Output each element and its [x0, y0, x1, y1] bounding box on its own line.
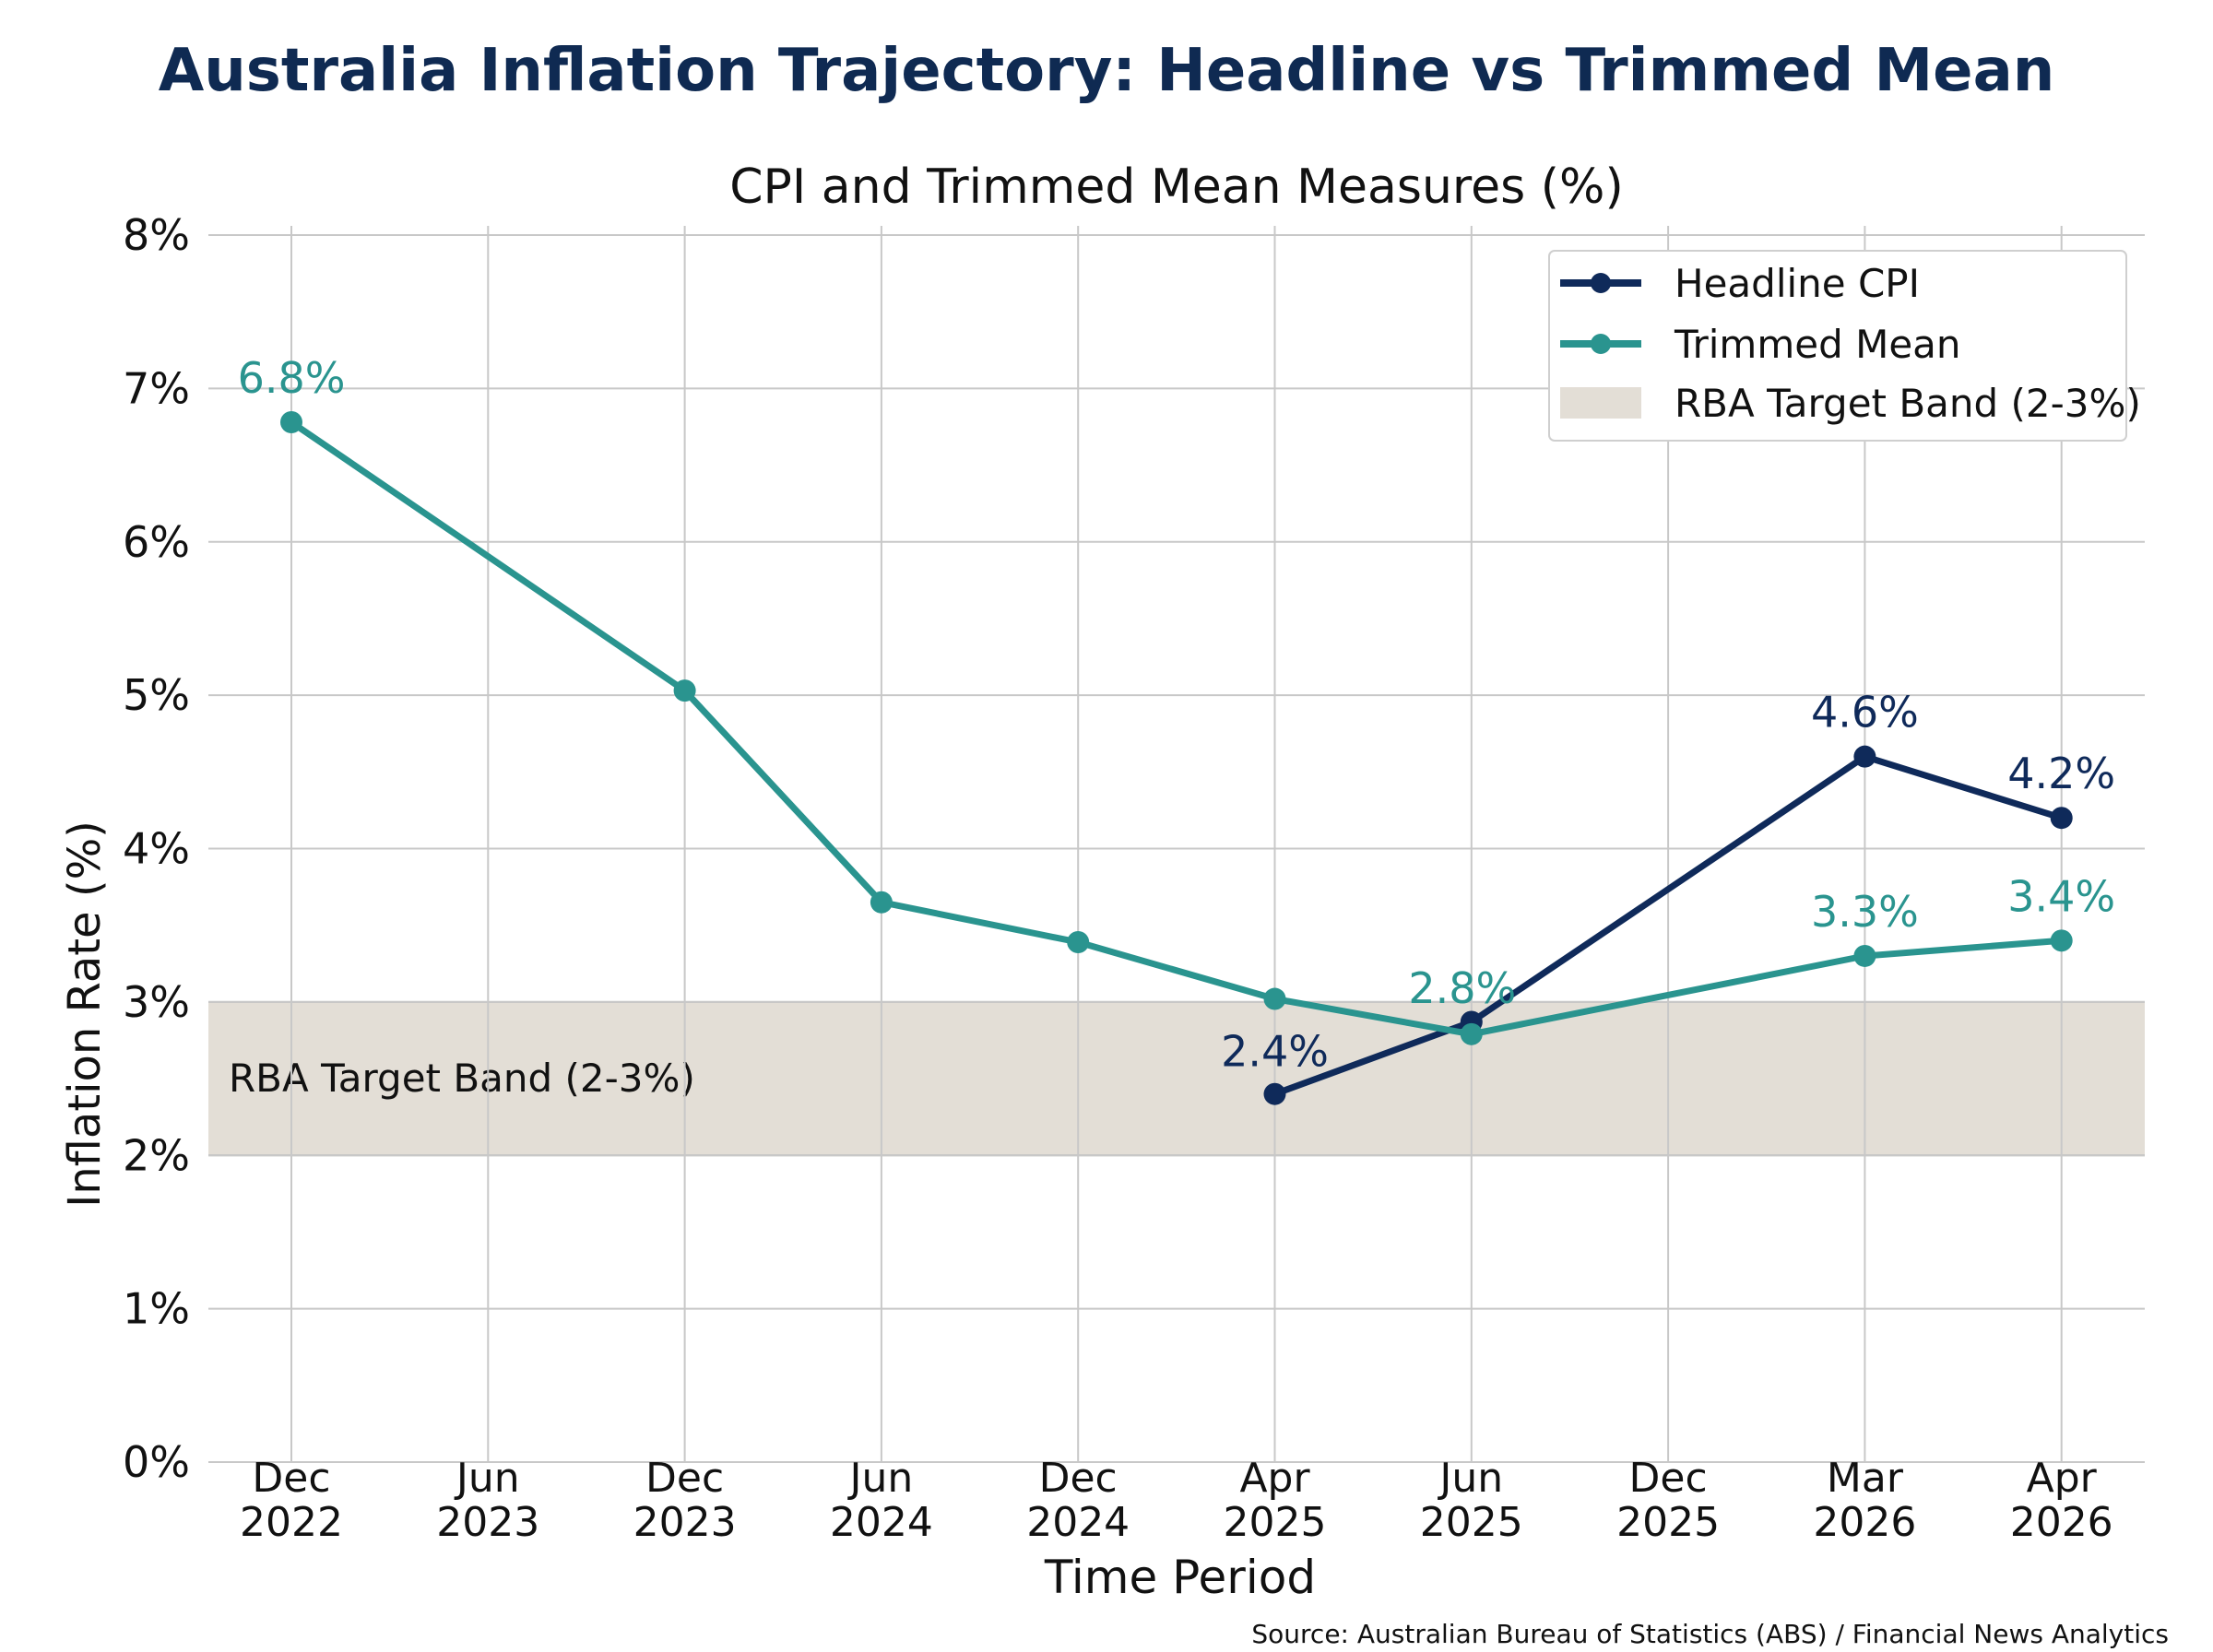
y-tick-label: 2%	[123, 1130, 190, 1180]
series-point-trimmed-mean	[870, 891, 893, 914]
y-tick-label: 8%	[123, 210, 190, 260]
x-tick-label-month: Dec	[1039, 1455, 1118, 1502]
target-band	[208, 1001, 2145, 1156]
series-point-trimmed-mean	[1853, 944, 1876, 967]
data-label-trimmed-mean: 3.4%	[2007, 871, 2115, 921]
legend-trimmed-marker	[1591, 334, 1611, 354]
x-tick-label-year: 2025	[1224, 1499, 1327, 1546]
y-tick-label: 1%	[123, 1284, 190, 1334]
x-tick-label-month: Mar	[1827, 1455, 1904, 1502]
x-tick-label-month: Jun	[847, 1455, 914, 1502]
series-point-headline-cpi	[1263, 1082, 1286, 1105]
series-line-headline-cpi	[1272, 753, 2065, 1098]
y-axis-title: Inflation Rate (%)	[59, 820, 111, 1208]
series-point-trimmed-mean	[1460, 1022, 1483, 1045]
legend-headline-label: Headline CPI	[1675, 261, 1920, 306]
x-tick-label-month: Apr	[1239, 1455, 1310, 1502]
y-tick-label: 0%	[123, 1437, 190, 1487]
x-tick-label-year: 2024	[830, 1499, 933, 1546]
data-label-headline-cpi: 4.6%	[1811, 688, 1919, 738]
x-tick-label-year: 2026	[1813, 1499, 1916, 1546]
chart-subtitle: CPI and Trimmed Mean Measures (%)	[729, 159, 1624, 215]
y-tick-label: 3%	[123, 977, 190, 1027]
legend-band-swatch	[1560, 387, 1641, 419]
series-line-trimmed-mean	[288, 419, 2065, 1038]
x-axis: Dec2022Jun2023Dec2023Jun2024Dec2024Apr20…	[240, 1455, 2113, 1546]
grid-layer	[208, 226, 2145, 1463]
x-tick-label-year: 2023	[633, 1499, 737, 1546]
series-point-trimmed-mean	[280, 410, 302, 433]
x-axis-title: Time Period	[1044, 1551, 1316, 1604]
legend-trimmed-label: Trimmed Mean	[1674, 322, 1961, 367]
y-tick-label: 5%	[123, 670, 190, 720]
series-layer	[280, 410, 2073, 1105]
series-point-trimmed-mean	[2050, 929, 2073, 952]
x-tick-label-month: Jun	[454, 1455, 520, 1502]
data-label-trimmed-mean: 6.8%	[238, 353, 346, 403]
y-tick-label: 4%	[123, 824, 190, 874]
y-axis: 0% 1% 2% 3% 4% 5% 6% 7% 8%	[123, 210, 190, 1487]
y-tick-label: 7%	[123, 363, 190, 413]
data-label-trimmed-mean: 2.8%	[1408, 963, 1516, 1013]
series-point-headline-cpi	[1853, 745, 1876, 768]
legend-band-label: RBA Target Band (2-3%)	[1675, 381, 2141, 426]
x-tick-label-year: 2025	[1420, 1499, 1523, 1546]
series-point-trimmed-mean	[673, 679, 696, 702]
x-tick-label-month: Dec	[645, 1455, 724, 1502]
data-label-layer: 2.4% 4.6% 4.2% 6.8% 2.8% 3.3% 3.4%	[238, 353, 2116, 1077]
x-tick-label-month: Dec	[1629, 1455, 1708, 1502]
y-tick-label: 6%	[123, 517, 190, 567]
target-band-layer: RBA Target Band (2-3%)	[208, 1000, 2145, 1157]
x-tick-label-year: 2022	[240, 1499, 343, 1546]
data-label-headline-cpi: 2.4%	[1221, 1027, 1329, 1077]
x-tick-label-year: 2024	[1026, 1499, 1130, 1546]
data-label-headline-cpi: 4.2%	[2007, 749, 2115, 798]
series-point-headline-cpi	[2050, 807, 2073, 830]
data-label-trimmed-mean: 3.3%	[1811, 887, 1919, 937]
chart-title: Australia Inflation Trajectory: Headline…	[159, 37, 2055, 105]
target-band-label: RBA Target Band (2-3%)	[229, 1056, 695, 1101]
series-point-trimmed-mean	[1263, 987, 1286, 1010]
x-tick-label-month: Apr	[2027, 1455, 2098, 1502]
x-tick-label-year: 2026	[2010, 1499, 2113, 1546]
x-tick-label-month: Dec	[252, 1455, 330, 1502]
x-tick-label-year: 2023	[436, 1499, 539, 1546]
x-tick-label-month: Jun	[1437, 1455, 1503, 1502]
legend-box	[1548, 250, 2127, 442]
legend: Headline CPI Trimmed Mean RBA Target Ban…	[1548, 250, 2141, 442]
source-note: Source: Australian Bureau of Statistics …	[1251, 1619, 2169, 1649]
legend-headline-marker	[1591, 273, 1611, 293]
x-tick-label-year: 2025	[1616, 1499, 1720, 1546]
series-point-trimmed-mean	[1067, 930, 1090, 953]
